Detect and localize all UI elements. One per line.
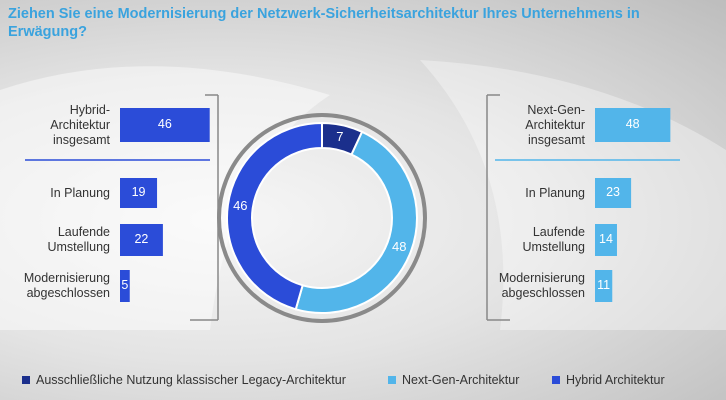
- data-label: 19: [131, 185, 146, 199]
- bar: [595, 270, 613, 302]
- donut-segment: [226, 121, 323, 311]
- donut-ring: [217, 113, 427, 323]
- legend-swatch: [22, 376, 30, 384]
- donut-segment: [294, 130, 418, 314]
- data-label: 48: [392, 238, 407, 254]
- data-label: 48: [625, 117, 640, 131]
- bar: [120, 108, 210, 142]
- background-shape: [0, 66, 330, 330]
- bar-label: In Planung: [50, 185, 110, 200]
- data-label: 23: [606, 185, 620, 199]
- legend-swatch: [388, 376, 396, 384]
- data-label: 46: [157, 117, 172, 131]
- bar: [595, 224, 617, 256]
- bar: [120, 270, 130, 302]
- bar: [120, 178, 158, 208]
- data-label: 11: [597, 278, 611, 292]
- data-label: 46: [233, 198, 248, 214]
- bar-label: Hybrid- Architektur insgesamt: [50, 102, 110, 147]
- bar-label: Laufende Umstellung: [522, 225, 585, 254]
- bar-label: In Planung: [525, 185, 585, 200]
- data-label: 14: [599, 232, 613, 246]
- data-label: 7: [336, 129, 344, 145]
- chart-title: Ziehen Sie eine Modernisierung der Netzw…: [8, 6, 640, 40]
- bar-label: Modernisierung abgeschlossen: [23, 271, 110, 300]
- data-label: 22: [134, 232, 149, 246]
- legend-swatch: [552, 376, 560, 384]
- bar-label: Next-Gen- Architektur insgesamt: [525, 102, 585, 147]
- data-label: 5: [121, 278, 129, 292]
- bar-label: Laufende Umstellung: [47, 225, 110, 254]
- legend-label: Next-Gen-Architektur: [402, 373, 520, 387]
- legend-label: Hybrid Architektur: [566, 373, 665, 387]
- bar: [595, 108, 671, 142]
- bar-label: Modernisierung abgeschlossen: [498, 271, 585, 300]
- legend-label: Ausschließliche Nutzung klassischer Lega…: [36, 373, 346, 387]
- bar: [120, 224, 163, 256]
- bar: [595, 178, 632, 208]
